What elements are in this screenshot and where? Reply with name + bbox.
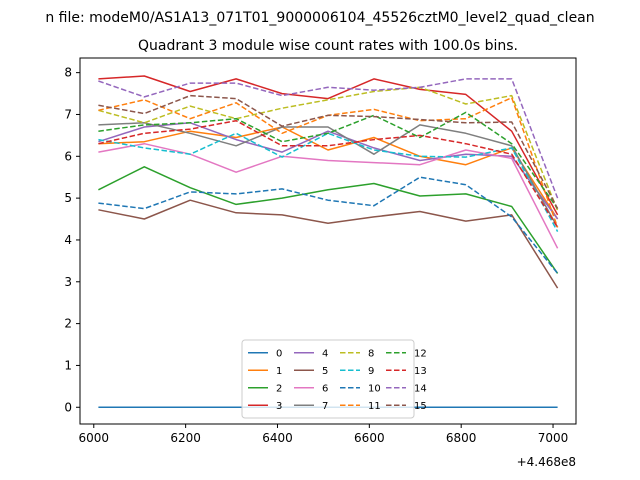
series-lines xyxy=(98,75,559,409)
legend-label-11: 11 xyxy=(368,401,381,412)
series-line-5 xyxy=(98,199,559,289)
series-line-6 xyxy=(98,142,559,249)
legend-label-8: 8 xyxy=(368,348,374,359)
y-tick-label: 6 xyxy=(64,149,72,163)
legend-label-12: 12 xyxy=(414,348,427,359)
legend-label-1: 1 xyxy=(276,366,282,377)
x-tick-label: 6200 xyxy=(170,431,201,445)
legend-label-10: 10 xyxy=(368,383,381,394)
series-line-1 xyxy=(98,126,559,220)
y-tick-label: 4 xyxy=(64,233,72,247)
legend-label-14: 14 xyxy=(414,383,427,394)
series-line-2 xyxy=(98,166,559,274)
series-line-9 xyxy=(98,132,559,232)
legend-label-6: 6 xyxy=(322,383,328,394)
legend-label-9: 9 xyxy=(368,366,374,377)
y-tick-label: 0 xyxy=(64,400,72,414)
x-tick-label: 7000 xyxy=(538,431,569,445)
y-tick-label: 8 xyxy=(64,66,72,80)
y-tick-label: 5 xyxy=(64,191,72,205)
series-line-15 xyxy=(98,94,559,209)
series-line-7 xyxy=(98,122,559,228)
x-tick-label: 6000 xyxy=(79,431,110,445)
x-tick-label: 6600 xyxy=(354,431,385,445)
chart-title: Quadrant 3 module wise count rates with … xyxy=(138,38,518,54)
x-tick-label: 6400 xyxy=(262,431,293,445)
series-line-10 xyxy=(98,176,559,274)
legend-label-3: 3 xyxy=(276,401,282,412)
series-line-13 xyxy=(98,119,559,228)
series-line-3 xyxy=(98,75,559,216)
axes-frame xyxy=(79,57,577,425)
legend-label-7: 7 xyxy=(322,401,328,412)
legend-label-13: 13 xyxy=(414,366,427,377)
legend-box xyxy=(241,339,415,419)
y-tick-label: 3 xyxy=(64,275,72,289)
y-tick-label: 7 xyxy=(64,107,72,121)
y-tick-label: 1 xyxy=(64,358,72,372)
y-tick-label: 2 xyxy=(64,317,72,331)
legend-label-0: 0 xyxy=(276,348,282,359)
series-line-8 xyxy=(98,86,559,211)
legend-label-5: 5 xyxy=(322,366,328,377)
legend-label-4: 4 xyxy=(322,348,328,359)
figure-suptitle: n file: modeM0/AS1A13_071T01_9000006104_… xyxy=(45,10,594,26)
legend-label-2: 2 xyxy=(276,383,282,394)
series-line-12 xyxy=(98,111,559,210)
x-tick-label: 6800 xyxy=(446,431,477,445)
legend-label-15: 15 xyxy=(414,401,427,412)
x-offset-label: +4.468e8 xyxy=(517,455,576,469)
series-line-14 xyxy=(98,78,559,199)
